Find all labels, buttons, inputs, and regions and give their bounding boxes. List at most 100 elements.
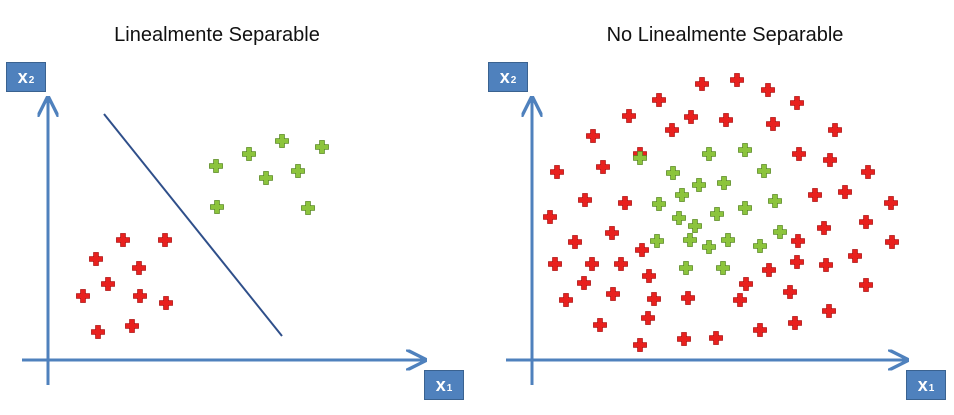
red-plus-icon [568,235,582,249]
red-plus-icon [585,257,599,271]
red-plus-icon [652,93,666,107]
red-plus-icon [159,296,173,310]
red-plus-icon [817,221,831,235]
decision-boundary-line [103,113,283,337]
red-plus-icon [133,289,147,303]
green-plus-icon [301,201,315,215]
red-plus-icon [677,332,691,346]
marker-group [76,73,899,352]
y-axis-label-sub: 2 [510,74,517,86]
green-plus-icon [291,164,305,178]
red-plus-icon [641,311,655,325]
red-plus-icon [586,129,600,143]
red-plus-icon [848,249,862,263]
red-plus-icon [681,291,695,305]
red-plus-icon [91,325,105,339]
green-plus-icon [275,134,289,148]
green-plus-icon [209,159,223,173]
red-plus-icon [719,113,733,127]
red-plus-icon [709,331,723,345]
red-plus-icon [605,226,619,240]
red-plus-icon [642,269,656,283]
red-plus-icon [762,263,776,277]
green-plus-icon [675,188,689,202]
green-plus-icon [315,140,329,154]
red-plus-icon [792,147,806,161]
red-plus-icon [635,243,649,257]
red-plus-icon [819,258,833,272]
red-plus-icon [559,293,573,307]
red-plus-icon [577,276,591,290]
red-plus-icon [823,153,837,167]
red-plus-icon [788,316,802,330]
red-plus-icon [665,123,679,137]
red-plus-icon [733,293,747,307]
red-plus-icon [101,277,115,291]
red-plus-icon [884,196,898,210]
green-plus-icon [753,239,767,253]
red-plus-icon [822,304,836,318]
panel-title-nonlinear: No Linealmente Separable [606,24,844,46]
green-plus-icon [702,147,716,161]
y-axis-label-text: x [499,66,510,87]
green-plus-icon [650,234,664,248]
red-plus-icon [578,193,592,207]
red-plus-icon [614,257,628,271]
green-plus-icon [717,176,731,190]
red-plus-icon [89,252,103,266]
red-plus-icon [838,185,852,199]
red-plus-icon [684,110,698,124]
red-plus-icon [761,83,775,97]
green-plus-icon [679,261,693,275]
green-plus-icon [738,143,752,157]
green-plus-icon [633,151,647,165]
x-axis-label-sub: 1 [446,382,453,394]
red-plus-icon [730,73,744,87]
x-axis-label-text: x [435,374,446,395]
red-plus-icon [790,255,804,269]
red-plus-icon [76,289,90,303]
red-plus-icon [593,318,607,332]
red-plus-icon [808,188,822,202]
red-plus-icon [739,277,753,291]
red-plus-icon [791,234,805,248]
green-plus-icon [702,240,716,254]
green-plus-icon [652,197,666,211]
red-plus-icon [790,96,804,110]
red-plus-icon [633,338,647,352]
red-plus-icon [158,233,172,247]
x-axis-label-text: x [917,374,928,395]
green-plus-icon [688,219,702,233]
red-plus-icon [132,261,146,275]
red-plus-icon [766,117,780,131]
red-plus-icon [596,160,610,174]
green-plus-icon [716,261,730,275]
red-plus-icon [548,257,562,271]
y-axis-label-sub: 2 [28,74,35,86]
green-plus-icon [242,147,256,161]
red-plus-icon [622,109,636,123]
red-plus-icon [543,210,557,224]
red-plus-icon [828,123,842,137]
red-plus-icon [859,278,873,292]
green-plus-icon [721,233,735,247]
panel-title-linear: Linealmente Separable [114,24,320,46]
red-plus-icon [861,165,875,179]
y-axis-label-text: x [17,66,28,87]
red-plus-icon [783,285,797,299]
green-plus-icon [738,201,752,215]
red-plus-icon [695,77,709,91]
red-plus-icon [116,233,130,247]
red-plus-icon [550,165,564,179]
green-plus-icon [683,233,697,247]
red-plus-icon [859,215,873,229]
red-plus-icon [647,292,661,306]
green-plus-icon [210,200,224,214]
green-plus-icon [666,166,680,180]
green-plus-icon [773,225,787,239]
